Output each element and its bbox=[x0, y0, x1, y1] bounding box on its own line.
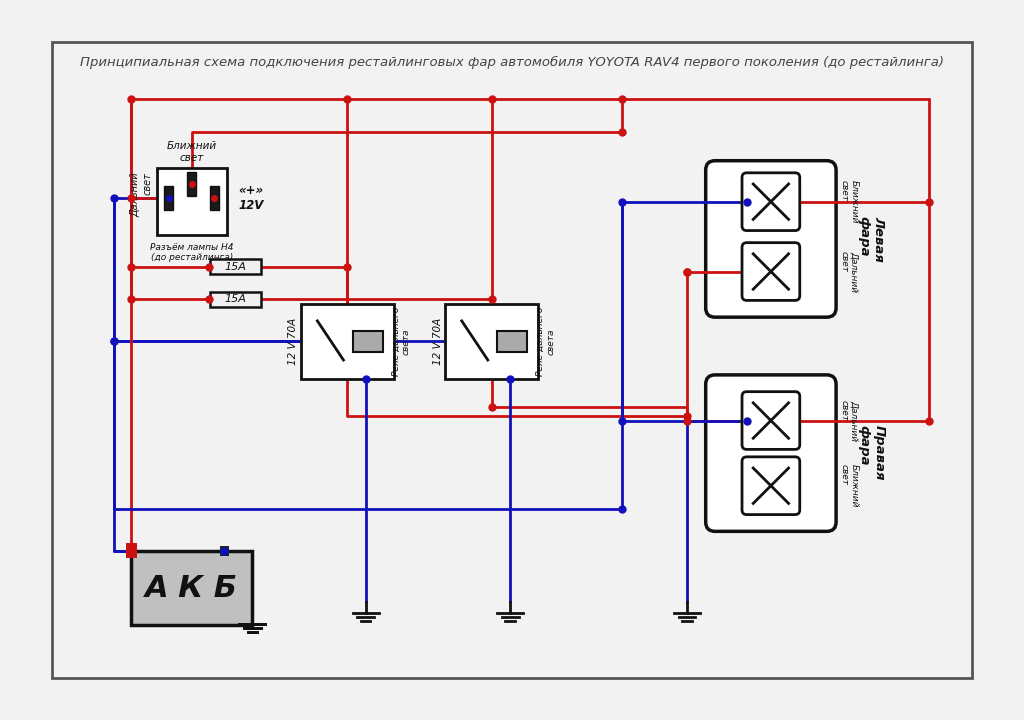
Bar bbox=[301, 304, 394, 379]
FancyBboxPatch shape bbox=[706, 161, 836, 318]
Bar bbox=[352, 331, 383, 351]
Bar bbox=[219, 546, 229, 556]
Bar bbox=[187, 172, 197, 196]
FancyBboxPatch shape bbox=[706, 375, 836, 531]
FancyBboxPatch shape bbox=[742, 457, 800, 515]
Text: Правая
фара: Правая фара bbox=[857, 426, 886, 481]
Bar bbox=[497, 331, 527, 351]
Text: Дальний
свет: Дальний свет bbox=[840, 400, 859, 441]
Bar bbox=[210, 292, 261, 307]
Text: Реле дальнего
света: Реле дальнего света bbox=[536, 307, 555, 376]
Text: Реле дальнего
света: Реле дальнего света bbox=[391, 307, 411, 376]
Text: 12 V 70A: 12 V 70A bbox=[432, 318, 442, 365]
Bar bbox=[445, 304, 538, 379]
Text: Ближний
свет: Ближний свет bbox=[840, 180, 859, 223]
Bar bbox=[157, 168, 226, 235]
Text: Дальний
свет: Дальний свет bbox=[840, 251, 859, 292]
Text: Дальний
свет: Дальний свет bbox=[130, 172, 153, 217]
Text: 12 V 70A: 12 V 70A bbox=[288, 318, 298, 365]
Text: Левая
фара: Левая фара bbox=[857, 216, 886, 262]
Text: Ближний
свет: Ближний свет bbox=[840, 464, 859, 508]
Text: Принципиальная схема подключения рестайлинговых фар автомобиля YOYOTA RAV4 перво: Принципиальная схема подключения рестайл… bbox=[80, 55, 944, 68]
FancyBboxPatch shape bbox=[742, 173, 800, 230]
Text: Ближний
свет: Ближний свет bbox=[167, 141, 217, 163]
Text: «+»
12V: «+» 12V bbox=[239, 184, 263, 212]
Text: 15А: 15А bbox=[224, 262, 247, 272]
Bar bbox=[126, 544, 137, 558]
Bar bbox=[210, 259, 261, 274]
FancyBboxPatch shape bbox=[742, 392, 800, 449]
Text: Разъём лампы H4
(до рестайлинга): Разъём лампы H4 (до рестайлинга) bbox=[150, 243, 233, 262]
FancyBboxPatch shape bbox=[742, 243, 800, 300]
Text: 15А: 15А bbox=[224, 294, 247, 305]
Bar bbox=[164, 186, 173, 210]
Bar bbox=[131, 551, 252, 626]
Text: А К Б: А К Б bbox=[145, 574, 239, 603]
Bar bbox=[210, 186, 219, 210]
